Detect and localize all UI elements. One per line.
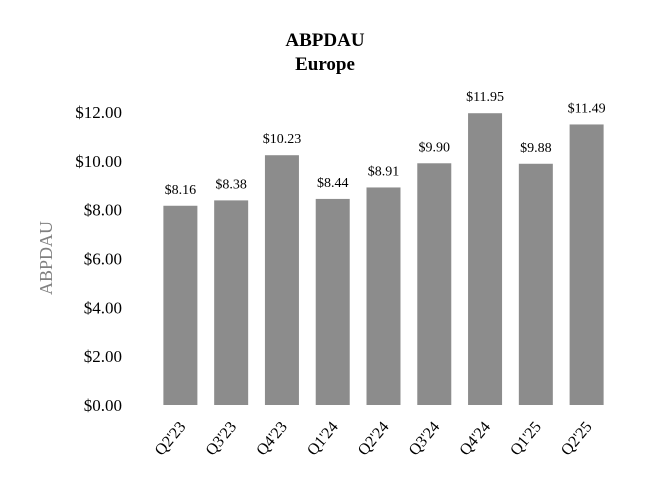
- bar: [417, 163, 452, 405]
- x-category-label: Q3'23: [203, 419, 241, 459]
- y-tick-label: $4.00: [84, 298, 122, 317]
- x-category-label: Q2'24: [355, 419, 393, 459]
- bar-value-label: $10.23: [263, 132, 302, 147]
- y-tick-label: $6.00: [84, 250, 122, 269]
- chart-subtitle: Europe: [295, 54, 355, 75]
- bar: [264, 155, 299, 405]
- bar: [468, 113, 503, 406]
- data-labels: $8.16 $8.38 $10.23 $8.44 $8.91 $9.90 $11.95 $9.…: [165, 90, 606, 198]
- x-category-label: Q3'24: [406, 419, 444, 459]
- x-category-label: Q1'24: [304, 419, 342, 459]
- bar-value-label: $11.95: [466, 90, 504, 105]
- y-tick-label: $0.00: [84, 396, 122, 415]
- bar: [163, 205, 198, 405]
- x-axis-categories: Q2'23 Q3'23 Q4'23 Q1'24 Q2'24 Q3'24 Q4'24 Q1'25…: [152, 419, 596, 459]
- y-tick-label: $8.00: [84, 201, 122, 220]
- bar: [366, 187, 401, 405]
- x-category-label: Q4'24: [456, 419, 494, 459]
- x-category-label: Q2'23: [152, 419, 190, 459]
- y-tick-label: $2.00: [84, 347, 122, 366]
- bar-value-label: $11.49: [568, 101, 606, 116]
- bar-value-label: $9.88: [520, 141, 552, 156]
- bar-value-label: $8.38: [215, 177, 247, 192]
- x-category-label: Q2'25: [558, 419, 596, 459]
- x-category-label: Q4'23: [253, 419, 291, 459]
- y-axis-ticks: $0.00 $2.00 $4.00 $6.00 $8.00 $10.00 $12.00: [75, 103, 122, 415]
- bar: [315, 198, 350, 405]
- x-category-label: Q1'25: [507, 419, 545, 459]
- bar-value-label: $8.91: [368, 164, 400, 179]
- bar-value-label: $8.16: [165, 183, 197, 198]
- bars: [163, 113, 604, 406]
- y-tick-label: $10.00: [75, 152, 122, 171]
- chart-title: ABPDAU: [285, 30, 364, 51]
- bar: [569, 124, 604, 405]
- y-tick-label: $12.00: [75, 103, 122, 122]
- bar: [518, 163, 553, 405]
- bar-value-label: $8.44: [317, 176, 349, 191]
- y-axis-label: ABPDAU: [36, 221, 56, 295]
- bar: [214, 200, 249, 405]
- bar-value-label: $9.90: [419, 140, 451, 155]
